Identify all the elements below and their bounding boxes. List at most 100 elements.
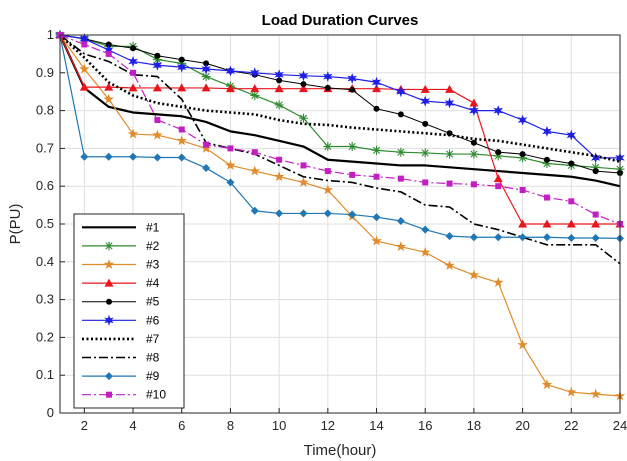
- x-tick-label: 18: [467, 418, 481, 433]
- legend-label: #1: [146, 220, 160, 234]
- data-point: [445, 149, 455, 159]
- data-point: [103, 93, 114, 104]
- data-point: [128, 55, 138, 67]
- data-point: [592, 211, 599, 218]
- data-point: [103, 44, 114, 56]
- data-point: [397, 111, 404, 118]
- data-point: [445, 232, 454, 241]
- data-point: [225, 65, 236, 77]
- data-point: [349, 86, 356, 93]
- x-tick-label: 16: [418, 418, 432, 433]
- y-tick-label: 1: [47, 27, 54, 42]
- data-point: [444, 260, 455, 271]
- data-point: [276, 156, 283, 163]
- data-point: [446, 130, 453, 137]
- data-point: [128, 83, 138, 92]
- data-point: [104, 152, 113, 161]
- data-point: [201, 83, 211, 92]
- data-point: [517, 339, 528, 350]
- data-point: [250, 84, 260, 93]
- data-point: [106, 391, 112, 398]
- data-point: [225, 159, 236, 170]
- data-point: [152, 59, 163, 71]
- data-point: [444, 97, 455, 109]
- data-point: [590, 388, 601, 399]
- data-point: [200, 142, 212, 153]
- legend-item: #7: [82, 332, 160, 346]
- data-point: [153, 153, 162, 162]
- data-point: [274, 69, 284, 81]
- series-line: [59, 34, 621, 225]
- data-point: [470, 139, 477, 146]
- data-point: [154, 52, 161, 59]
- data-point: [201, 63, 211, 75]
- data-point: [446, 180, 453, 187]
- data-point: [250, 206, 259, 215]
- data-point: [127, 128, 139, 139]
- data-point: [373, 173, 380, 180]
- x-tick-label: 22: [564, 418, 578, 433]
- data-point: [176, 61, 187, 73]
- legend-label: #7: [146, 332, 160, 346]
- data-point: [542, 125, 552, 137]
- data-point: [494, 233, 503, 242]
- data-point: [397, 175, 404, 182]
- data-point: [251, 149, 258, 156]
- y-tick-label: 0.5: [36, 216, 54, 231]
- y-tick-label: 0.7: [36, 140, 54, 155]
- data-point: [274, 100, 284, 110]
- data-point: [323, 71, 333, 83]
- x-tick-label: 2: [81, 418, 88, 433]
- x-tick-label: 24: [613, 418, 627, 433]
- data-point: [177, 83, 187, 92]
- data-point: [103, 259, 115, 269]
- y-tick-label: 0.2: [36, 329, 54, 344]
- x-tick-label: 20: [515, 418, 529, 433]
- data-point: [566, 129, 577, 141]
- legend-item: #6: [82, 313, 160, 327]
- data-point: [445, 84, 455, 93]
- data-point: [130, 45, 137, 52]
- data-point: [176, 135, 187, 146]
- data-point: [371, 235, 382, 246]
- data-point: [568, 160, 575, 167]
- data-point: [105, 50, 112, 57]
- data-point: [275, 209, 284, 218]
- data-point: [178, 126, 185, 133]
- data-point: [493, 277, 504, 288]
- data-point: [300, 81, 307, 88]
- data-point: [274, 84, 284, 93]
- data-point: [542, 219, 552, 228]
- series-n3: [54, 29, 626, 401]
- data-point: [104, 241, 114, 251]
- data-point: [469, 98, 479, 107]
- data-point: [225, 84, 235, 93]
- y-axis-label: P(PU): [7, 204, 24, 245]
- data-point: [566, 219, 576, 228]
- data-point: [517, 114, 528, 126]
- data-point: [495, 149, 502, 156]
- data-point: [495, 183, 502, 190]
- legend-item: #9: [82, 369, 160, 383]
- legend-item: #10: [82, 388, 166, 402]
- data-point: [420, 95, 430, 107]
- y-tick-label: 0.4: [36, 254, 54, 269]
- data-point: [130, 69, 137, 76]
- y-tick-label: 0.6: [36, 178, 54, 193]
- data-point: [567, 233, 576, 242]
- data-point: [420, 148, 430, 158]
- legend-label: #5: [146, 295, 160, 309]
- series-line: [59, 34, 620, 159]
- y-tick-label: 0: [47, 405, 54, 420]
- data-point: [322, 184, 334, 195]
- legend-box: [73, 213, 185, 409]
- y-tick-label: 0.1: [36, 367, 54, 382]
- y-tick-label: 0.3: [36, 292, 54, 307]
- data-point: [104, 82, 114, 91]
- legend-item: #4: [82, 276, 160, 290]
- x-tick-label: 14: [369, 418, 383, 433]
- data-point: [590, 152, 601, 164]
- series-line: [59, 34, 621, 188]
- data-point: [79, 33, 90, 45]
